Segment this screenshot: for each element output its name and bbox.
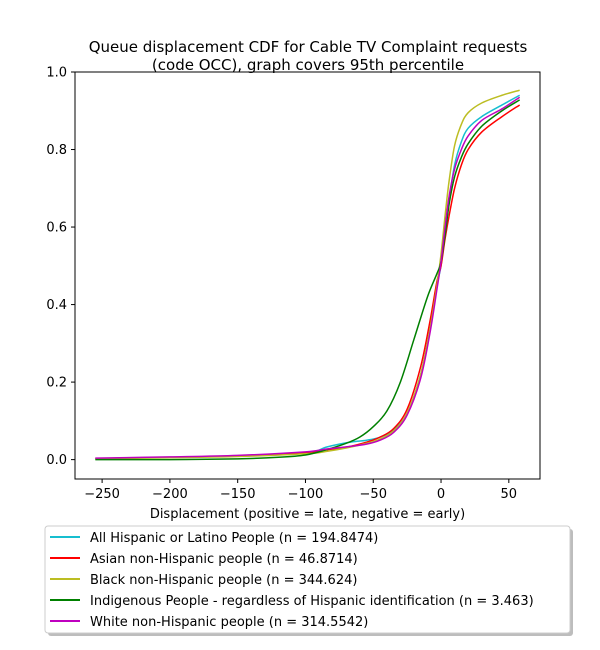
y-tick-label: 0.6 [46, 221, 67, 236]
y-tick-label: 1.0 [46, 66, 67, 81]
legend-label-3: Indigenous People - regardless of Hispan… [90, 594, 534, 609]
series-layer [95, 89, 521, 461]
series-line-1 [95, 104, 521, 460]
legend-label-0: All Hispanic or Latino People (n = 194.8… [90, 531, 378, 546]
x-axis-ticks: −250 −200 −150 −100 −50 0 50 [84, 479, 517, 502]
series-line-4 [95, 96, 521, 459]
y-tick-label: 0.4 [46, 298, 67, 313]
plot-frame [74, 71, 541, 480]
x-tick-label: −100 [288, 487, 324, 502]
series-line-2 [95, 89, 520, 460]
y-tick-label: 0.0 [46, 453, 67, 468]
x-tick-label: −50 [360, 487, 387, 502]
y-axis-ticks: 0.0 0.2 0.4 0.6 0.8 1.0 [46, 66, 75, 468]
legend-label-1: Asian non-Hispanic people (n = 46.8714) [90, 552, 358, 567]
legend-label-4: White non-Hispanic people (n = 314.5542) [90, 615, 368, 630]
x-tick-label: −200 [152, 487, 188, 502]
x-tick-label: 0 [437, 487, 445, 502]
legend-label-2: Black non-Hispanic people (n = 344.624) [90, 573, 357, 588]
x-axis-label: Displacement (positive = late, negative … [150, 507, 465, 522]
y-tick-label: 0.8 [46, 143, 67, 158]
legend-box [44, 525, 571, 634]
chart-title-line-1: Queue displacement CDF for Cable TV Comp… [89, 38, 528, 56]
y-tick-label: 0.2 [46, 376, 67, 391]
x-tick-label: 50 [501, 487, 518, 502]
x-tick-label: −250 [84, 487, 120, 502]
series-line-3 [95, 99, 521, 461]
legend-entries: All Hispanic or Latino People (n = 194.8… [50, 531, 534, 630]
series-line-0 [95, 94, 521, 460]
x-tick-label: −150 [220, 487, 256, 502]
chart-title-line-2: (code OCC), graph covers 95th percentile [152, 56, 464, 74]
legend: All Hispanic or Latino People (n = 194.8… [44, 525, 573, 636]
